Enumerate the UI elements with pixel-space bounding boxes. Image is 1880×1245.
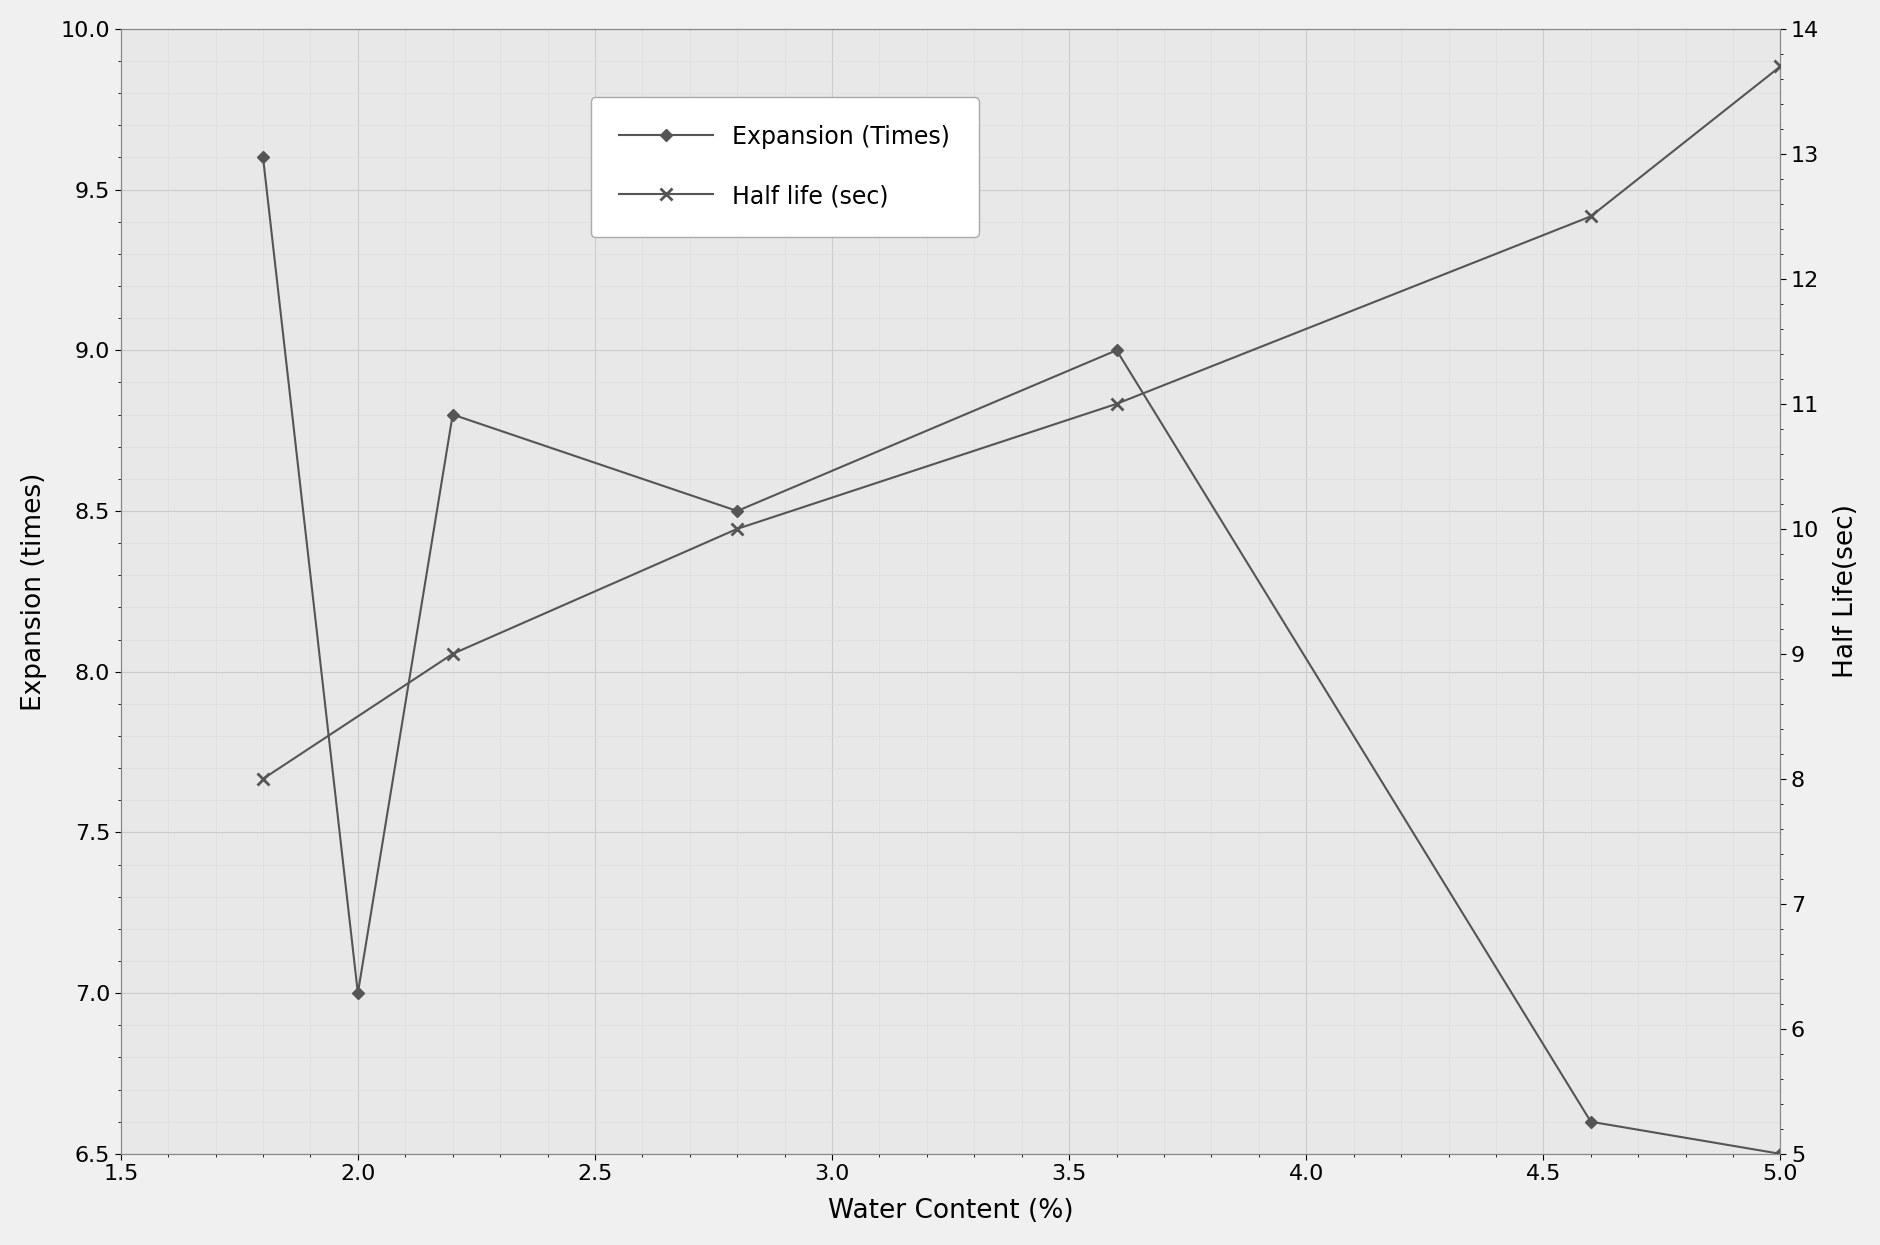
Expansion (Times) bbox=[726, 503, 748, 518]
Half life (sec) bbox=[1105, 396, 1128, 411]
Expansion (Times) bbox=[1579, 1114, 1602, 1129]
Line: Half life (sec): Half life (sec) bbox=[258, 60, 1786, 786]
Y-axis label: Expansion (times): Expansion (times) bbox=[21, 472, 47, 711]
X-axis label: Water Content (%): Water Content (%) bbox=[827, 1198, 1073, 1224]
Half life (sec) bbox=[252, 772, 274, 787]
Expansion (Times) bbox=[346, 986, 368, 1001]
Expansion (Times) bbox=[1769, 1147, 1792, 1162]
Expansion (Times) bbox=[1105, 342, 1128, 357]
Line: Expansion (Times): Expansion (Times) bbox=[259, 153, 1784, 1158]
Expansion (Times) bbox=[442, 407, 464, 422]
Expansion (Times) bbox=[252, 149, 274, 164]
Legend: Expansion (Times), Half life (sec): Expansion (Times), Half life (sec) bbox=[590, 97, 979, 237]
Half life (sec) bbox=[1579, 209, 1602, 224]
Half life (sec) bbox=[442, 646, 464, 661]
Half life (sec) bbox=[1769, 59, 1792, 73]
Y-axis label: Half Life(sec): Half Life(sec) bbox=[1833, 504, 1859, 679]
Half life (sec) bbox=[726, 522, 748, 537]
